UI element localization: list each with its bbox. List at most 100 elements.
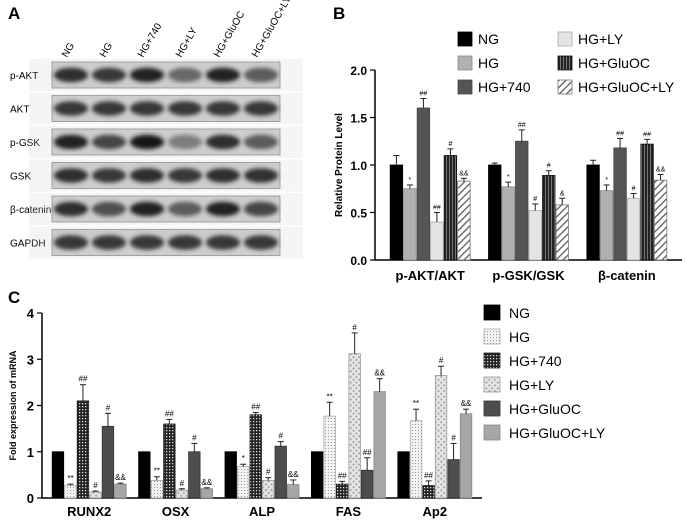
significance-mark: ## <box>420 91 428 98</box>
legend-swatch-hg <box>457 55 473 71</box>
legend-swatch-c-hg-gluoc-ly <box>483 424 501 441</box>
significance-mark: ## <box>363 448 372 457</box>
blot-band <box>53 235 89 250</box>
bar-hg-740-catenin <box>613 147 627 261</box>
significance-mark: ## <box>165 409 174 418</box>
significance-mark: * <box>507 174 510 181</box>
legend-swatch-hg-gluoc-ly <box>557 79 573 95</box>
bar-hg-gluoc-ap2 <box>447 459 460 499</box>
blot-band <box>129 67 165 83</box>
blot-band <box>243 168 279 183</box>
significance-mark: * <box>605 177 608 184</box>
y-axis-title: Fold expression of mRNA <box>8 350 18 461</box>
bar-hg-ly-runx2 <box>89 491 102 499</box>
bar-hg-gluoc-catenin <box>640 143 654 261</box>
significance-mark: && <box>656 167 666 174</box>
y-tick-label: 1.5 <box>350 112 367 126</box>
bar-ng-fas <box>310 451 324 499</box>
bar-hg-740-alp <box>249 414 262 499</box>
bar-hg-ly-p-akt-akt <box>430 221 444 261</box>
bar-hg-740-runx2 <box>76 400 90 499</box>
legend-swatch-c-hg-gluoc <box>483 400 501 417</box>
bar-ng-osx <box>138 451 151 499</box>
significance-mark: # <box>93 481 98 490</box>
panel-c-letter: C <box>8 288 21 307</box>
blot-row-label-gapdh: GAPDH <box>10 239 46 250</box>
significance-mark: * <box>409 177 412 184</box>
lane-label-hg-gluoc: HG+GluOC <box>212 9 247 59</box>
significance-mark: # <box>266 468 271 477</box>
significance-mark: # <box>632 186 636 193</box>
y-tick-label: 2 <box>27 399 34 414</box>
legend-label-hg-740: HG+740 <box>478 79 531 95</box>
legend-label-hg-gluoc: HG+GluOC <box>578 55 650 71</box>
lane-label-hg-740: HG+740 <box>136 21 165 59</box>
blot-band <box>91 201 127 217</box>
legend-swatch-c-hg <box>483 328 501 345</box>
legend-label-c-hg: HG <box>509 329 530 345</box>
legend-label-c-hg-gluoc-ly: HG+GluOC+LY <box>509 425 606 441</box>
y-axis-title: Relative Protein Level <box>334 113 345 217</box>
lane-label-hg: HG <box>98 41 115 60</box>
bar-hg-740-ap2 <box>422 485 435 499</box>
legend-swatch-hg-ly <box>557 31 573 47</box>
blot-row-label-p-gsk: p-GSK <box>10 138 40 149</box>
blot-strip-texture <box>52 95 280 122</box>
blot-band <box>243 67 279 83</box>
significance-mark: ## <box>433 205 441 212</box>
bar-hg-ly-p-gsk-gsk <box>528 210 542 261</box>
bar-hg-p-akt-akt <box>403 188 417 261</box>
blot-band <box>91 67 127 83</box>
western-blot-panel: NG HG HG+740 HG+LY HG+GluOC HG+GluOC+LY p-AKT… <box>10 0 294 256</box>
bar-hg-gluoc-ly-ap2 <box>459 413 473 499</box>
blot-band <box>129 235 165 250</box>
legend-label-ng: NG <box>478 31 499 47</box>
bar-hg-catenin <box>599 190 614 261</box>
significance-mark: ** <box>67 474 73 483</box>
category-label-runx2: RUNX2 <box>67 504 111 519</box>
blot-band <box>91 101 127 116</box>
blot-band <box>129 168 165 183</box>
significance-mark: # <box>192 433 197 442</box>
bar-hg-gluoc-ly-alp <box>287 484 300 499</box>
significance-mark: # <box>180 479 185 488</box>
category-label-osx: OSX <box>162 504 190 519</box>
significance-mark: # <box>547 163 551 170</box>
bar-hg-gluoc-ly-p-akt-akt <box>457 180 471 261</box>
legend-label-c-ng: NG <box>509 305 530 321</box>
blot-band <box>167 235 203 250</box>
bar-hg-740-p-akt-akt <box>416 107 431 261</box>
blot-strip-texture <box>52 62 280 88</box>
bar-ng-catenin <box>586 164 600 261</box>
significance-mark: # <box>279 432 284 441</box>
significance-mark: ** <box>154 467 160 476</box>
legend-label-hg: HG <box>478 55 499 71</box>
bar-hg-gluoc-runx2 <box>101 425 115 499</box>
y-tick-label: 4 <box>27 306 35 321</box>
blot-band <box>205 134 241 150</box>
significance-mark: ## <box>78 375 87 384</box>
blot-band <box>205 201 241 217</box>
bar-hg-gluoc-osx <box>188 451 201 499</box>
significance-mark: ** <box>327 392 333 401</box>
lane-label-hg-ly: HG+LY <box>174 26 200 60</box>
bar-hg-ly-alp <box>262 480 275 499</box>
panel-b-letter: B <box>333 4 346 23</box>
significance-mark: && <box>288 470 299 479</box>
bar-ng-ap2 <box>397 451 410 499</box>
bar-hg-fas <box>323 415 336 499</box>
bar-hg-ly-fas <box>348 353 361 499</box>
significance-mark: ** <box>413 399 419 408</box>
blot-band <box>243 235 279 250</box>
bar-ng-alp <box>224 451 237 499</box>
category-label-p-gsk-gsk: p-GSK/GSK <box>492 268 565 283</box>
legend-swatch-c-ng <box>483 304 501 321</box>
bar-hg-ly-catenin <box>626 197 641 261</box>
chart-c-mrna-expression: 0 1 2 3 4 Fold expression of mRNA RUNX2 OSX ALP F… <box>8 304 606 519</box>
blot-band <box>243 134 279 150</box>
significance-mark: # <box>451 433 456 442</box>
blot-band <box>243 101 279 116</box>
bar-hg-gluoc-ly-catenin <box>653 179 668 261</box>
blot-band <box>167 101 203 116</box>
blot-band <box>91 235 127 250</box>
